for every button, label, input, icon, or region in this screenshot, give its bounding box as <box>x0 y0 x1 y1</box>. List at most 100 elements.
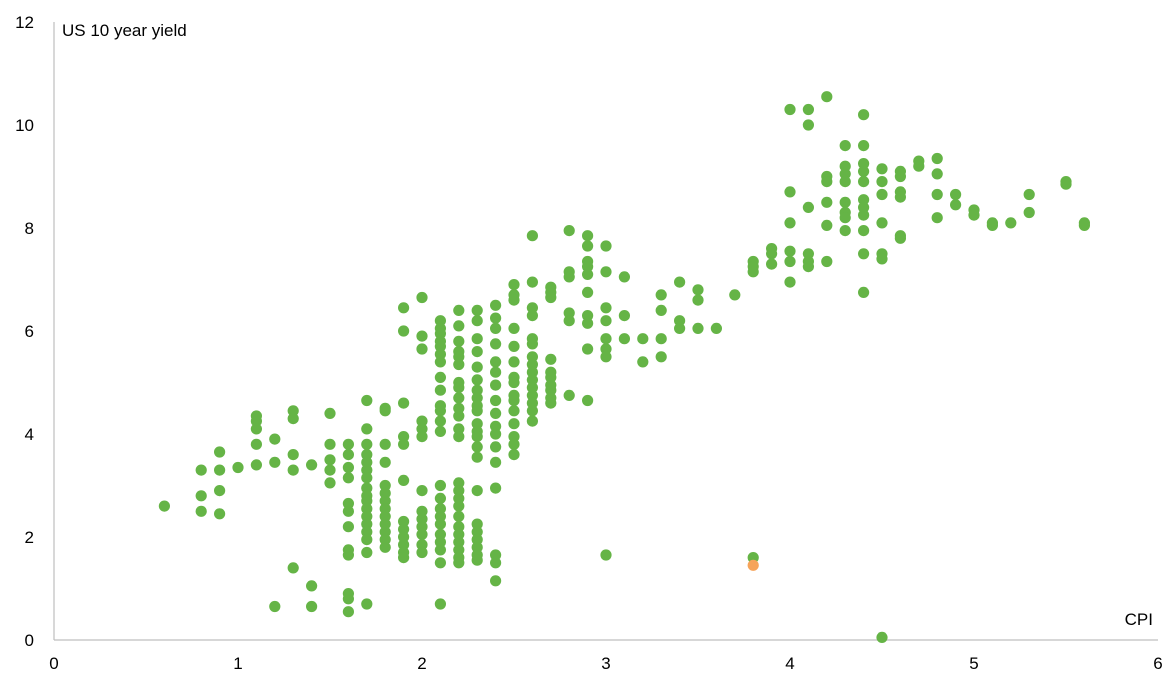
data-point <box>453 410 465 422</box>
data-point <box>802 119 815 131</box>
data-point <box>342 593 354 605</box>
y-tick-label: 8 <box>25 219 34 238</box>
y-tick-label: 4 <box>25 425 34 444</box>
data-point <box>453 392 465 404</box>
data-point <box>618 310 631 322</box>
data-point <box>434 356 446 368</box>
data-point <box>729 289 741 301</box>
data-point <box>379 534 391 546</box>
data-point <box>471 361 483 373</box>
data-point <box>490 456 502 468</box>
data-point <box>306 580 318 592</box>
data-point <box>802 261 815 273</box>
data-point <box>766 258 778 270</box>
data-point <box>526 302 539 314</box>
data-point <box>858 109 870 121</box>
data-point <box>490 549 502 561</box>
data-point <box>839 176 851 188</box>
data-point <box>858 201 870 213</box>
data-point <box>361 598 373 610</box>
data-point <box>618 333 631 345</box>
data-point <box>545 384 557 396</box>
data-point <box>508 356 520 368</box>
data-point <box>471 333 483 345</box>
data-point <box>858 248 870 260</box>
data-point <box>250 423 262 435</box>
data-point <box>471 384 483 396</box>
data-point <box>306 459 318 471</box>
data-point <box>342 521 354 533</box>
data-point <box>471 518 483 530</box>
data-point <box>876 176 888 188</box>
data-point <box>526 351 539 363</box>
data-point <box>287 405 299 417</box>
data-point <box>361 456 373 468</box>
data-point <box>306 600 318 613</box>
data-point <box>600 315 612 327</box>
data-point <box>490 428 502 440</box>
data-point <box>324 438 336 450</box>
data-point <box>802 201 815 213</box>
data-point <box>471 304 483 316</box>
data-point <box>287 449 299 461</box>
data-point <box>453 351 465 363</box>
data-point <box>582 261 594 273</box>
data-point <box>361 438 373 450</box>
data-point <box>379 405 391 417</box>
data-point <box>250 438 262 450</box>
data-point <box>784 103 796 116</box>
data-point <box>471 315 483 327</box>
data-point <box>342 505 354 517</box>
data-point <box>416 423 428 435</box>
data-point <box>287 562 299 574</box>
data-point <box>545 397 557 409</box>
data-point <box>784 255 796 268</box>
data-point <box>379 510 391 522</box>
data-point <box>839 225 851 237</box>
data-point <box>416 513 428 525</box>
data-point <box>490 312 502 324</box>
data-point <box>416 431 428 443</box>
data-point <box>398 474 410 486</box>
data-point <box>379 487 391 499</box>
data-point <box>287 464 299 476</box>
data-point <box>361 464 373 476</box>
data-point <box>526 358 539 371</box>
data-point <box>858 158 870 170</box>
data-point <box>545 371 557 383</box>
data-point <box>839 168 851 180</box>
data-point <box>747 552 759 564</box>
data-point <box>342 461 354 474</box>
data-point <box>453 521 465 533</box>
data-point <box>471 431 483 443</box>
x-axis-title: CPI <box>1125 610 1153 629</box>
data-point <box>894 232 907 244</box>
data-point <box>526 415 539 427</box>
data-point <box>471 541 483 553</box>
data-point <box>416 521 428 533</box>
data-point <box>858 286 870 298</box>
data-point <box>802 103 815 116</box>
data-point <box>232 461 244 474</box>
data-point <box>471 451 483 463</box>
data-point <box>195 505 207 517</box>
data-point <box>324 477 336 489</box>
data-point <box>526 389 539 401</box>
data-point <box>471 405 483 417</box>
data-point <box>398 325 410 337</box>
data-point <box>434 415 446 427</box>
data-point <box>858 225 870 237</box>
data-point <box>950 199 962 211</box>
highlight-point <box>747 559 759 571</box>
data-point <box>508 279 520 291</box>
data-point <box>747 266 759 278</box>
data-point <box>582 310 594 322</box>
data-point <box>637 356 649 368</box>
data-point <box>398 397 410 409</box>
data-point <box>1005 217 1017 229</box>
data-point <box>784 245 796 257</box>
data-point <box>545 353 557 365</box>
data-point <box>508 418 520 430</box>
data-point <box>453 492 465 504</box>
data-point <box>453 320 465 332</box>
